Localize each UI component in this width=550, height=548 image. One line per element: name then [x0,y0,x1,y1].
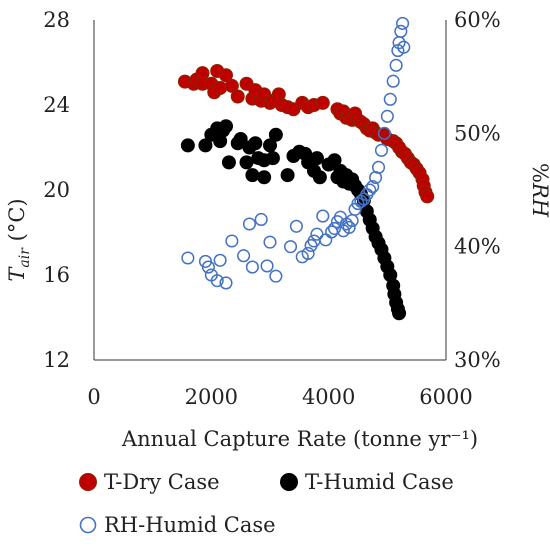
data-point-t-humid-case [245,168,260,183]
y2-tick-label: 40% [454,235,501,259]
data-point-rh-humid-case [366,180,380,194]
tick-labels: 0 2000 4000 6000 12 16 20 24 28 30% 40% 50% 60% [43,8,500,409]
legend-label-t-humid: T-Humid Case [305,470,454,494]
legend-label-t-dry: T-Dry Case [104,470,220,494]
data-point-rh-humid-case [269,269,283,283]
data-point-t-humid-case [219,119,233,134]
data-point-t-humid-case [257,170,272,185]
data-point-rh-humid-case [301,246,315,261]
data-point-rh-humid-case [219,276,233,290]
series-t-dry-case [177,64,435,204]
data-point-rh-humid-case [242,217,257,231]
data-point-t-dry-case [224,78,239,93]
data-point-rh-humid-case [316,209,330,223]
legend-marker-rh-humid [79,516,97,534]
series-rh-humid-case [181,16,411,290]
data-point-t-humid-case [265,151,280,166]
y2-tick-label: 50% [454,121,501,145]
legend-marker-t-dry [79,473,97,491]
data-point-rh-humid-case [225,234,239,248]
right-y-axis-title: %RH [528,163,550,218]
x-tick-label: 0 [87,385,100,409]
data-point-rh-humid-case [210,274,224,288]
x-tick-label: 2000 [185,385,238,409]
data-point-rh-humid-case [283,240,298,254]
y-axis-title-main: T [5,266,29,282]
legend-label-rh-humid: RH-Humid Case [104,513,276,537]
data-point-rh-humid-case [181,251,195,265]
data-point-rh-humid-case [237,249,251,263]
y-tick-label: 28 [43,8,70,32]
data-point-rh-humid-case [310,227,324,241]
data-point-t-dry-case [315,95,330,110]
data-point-t-humid-case [268,127,283,142]
x-tick-label: 4000 [302,385,355,409]
legend-marker-t-humid [280,473,298,491]
data-point-rh-humid-case [380,109,394,123]
y2-tick-label: 30% [454,348,501,372]
y-tick-label: 16 [43,263,70,287]
data-point-t-humid-case [392,306,407,321]
y-tick-label: 24 [43,93,70,117]
data-point-rh-humid-case [342,220,356,234]
legend: T-Dry Case T-Humid Case RH-Humid Case [79,470,454,537]
series-t-humid-case [180,119,407,321]
data-point-rh-humid-case [327,221,342,236]
data-point-rh-humid-case [389,58,403,72]
data-point-rh-humid-case [289,219,303,233]
plot-area [93,20,447,361]
data-point-rh-humid-case [254,212,268,227]
data-point-t-humid-case [280,168,295,183]
y-tick-label: 20 [43,178,70,202]
data-point-t-dry-case [213,81,228,95]
data-point-rh-humid-case [319,233,333,247]
chart-marks [177,16,435,321]
right-y-axis-title-italic: RH [528,182,550,218]
data-point-t-humid-case [221,155,236,170]
data-point-rh-humid-case [374,143,389,157]
data-point-rh-humid-case [394,24,408,38]
data-point-rh-humid-case [386,74,400,88]
data-point-t-dry-case [219,68,233,83]
data-point-t-dry-case [230,89,245,104]
data-point-rh-humid-case [396,16,410,30]
data-point-t-humid-case [233,132,248,146]
y-tick-label: 12 [43,348,70,372]
data-point-t-humid-case [309,151,324,166]
data-point-rh-humid-case [377,126,391,140]
data-point-rh-humid-case [263,235,277,249]
data-point-rh-humid-case [213,253,227,267]
data-point-rh-humid-case [245,260,259,274]
data-point-t-humid-case [248,136,263,151]
data-point-t-humid-case [180,138,195,153]
x-tick-label: 6000 [419,385,472,409]
data-point-rh-humid-case [397,40,411,54]
data-point-t-humid-case [239,155,254,170]
data-point-rh-humid-case [371,160,386,174]
x-axis-title: Annual Capture Rate (tonne yr⁻¹) [121,427,478,451]
y-axis-title-subscript: air [17,247,33,268]
data-point-t-dry-case [420,189,435,204]
data-point-t-humid-case [198,138,213,153]
data-point-rh-humid-case [260,259,274,273]
data-point-t-humid-case [312,170,327,185]
y-axis-title: Tair (°C) [5,198,33,281]
data-point-rh-humid-case [201,260,215,274]
y2-tick-label: 60% [454,8,501,32]
data-point-rh-humid-case [383,92,397,106]
y-axis-title-unit: (°C) [5,198,29,248]
data-point-t-humid-case [327,153,342,168]
data-point-rh-humid-case [363,183,377,197]
